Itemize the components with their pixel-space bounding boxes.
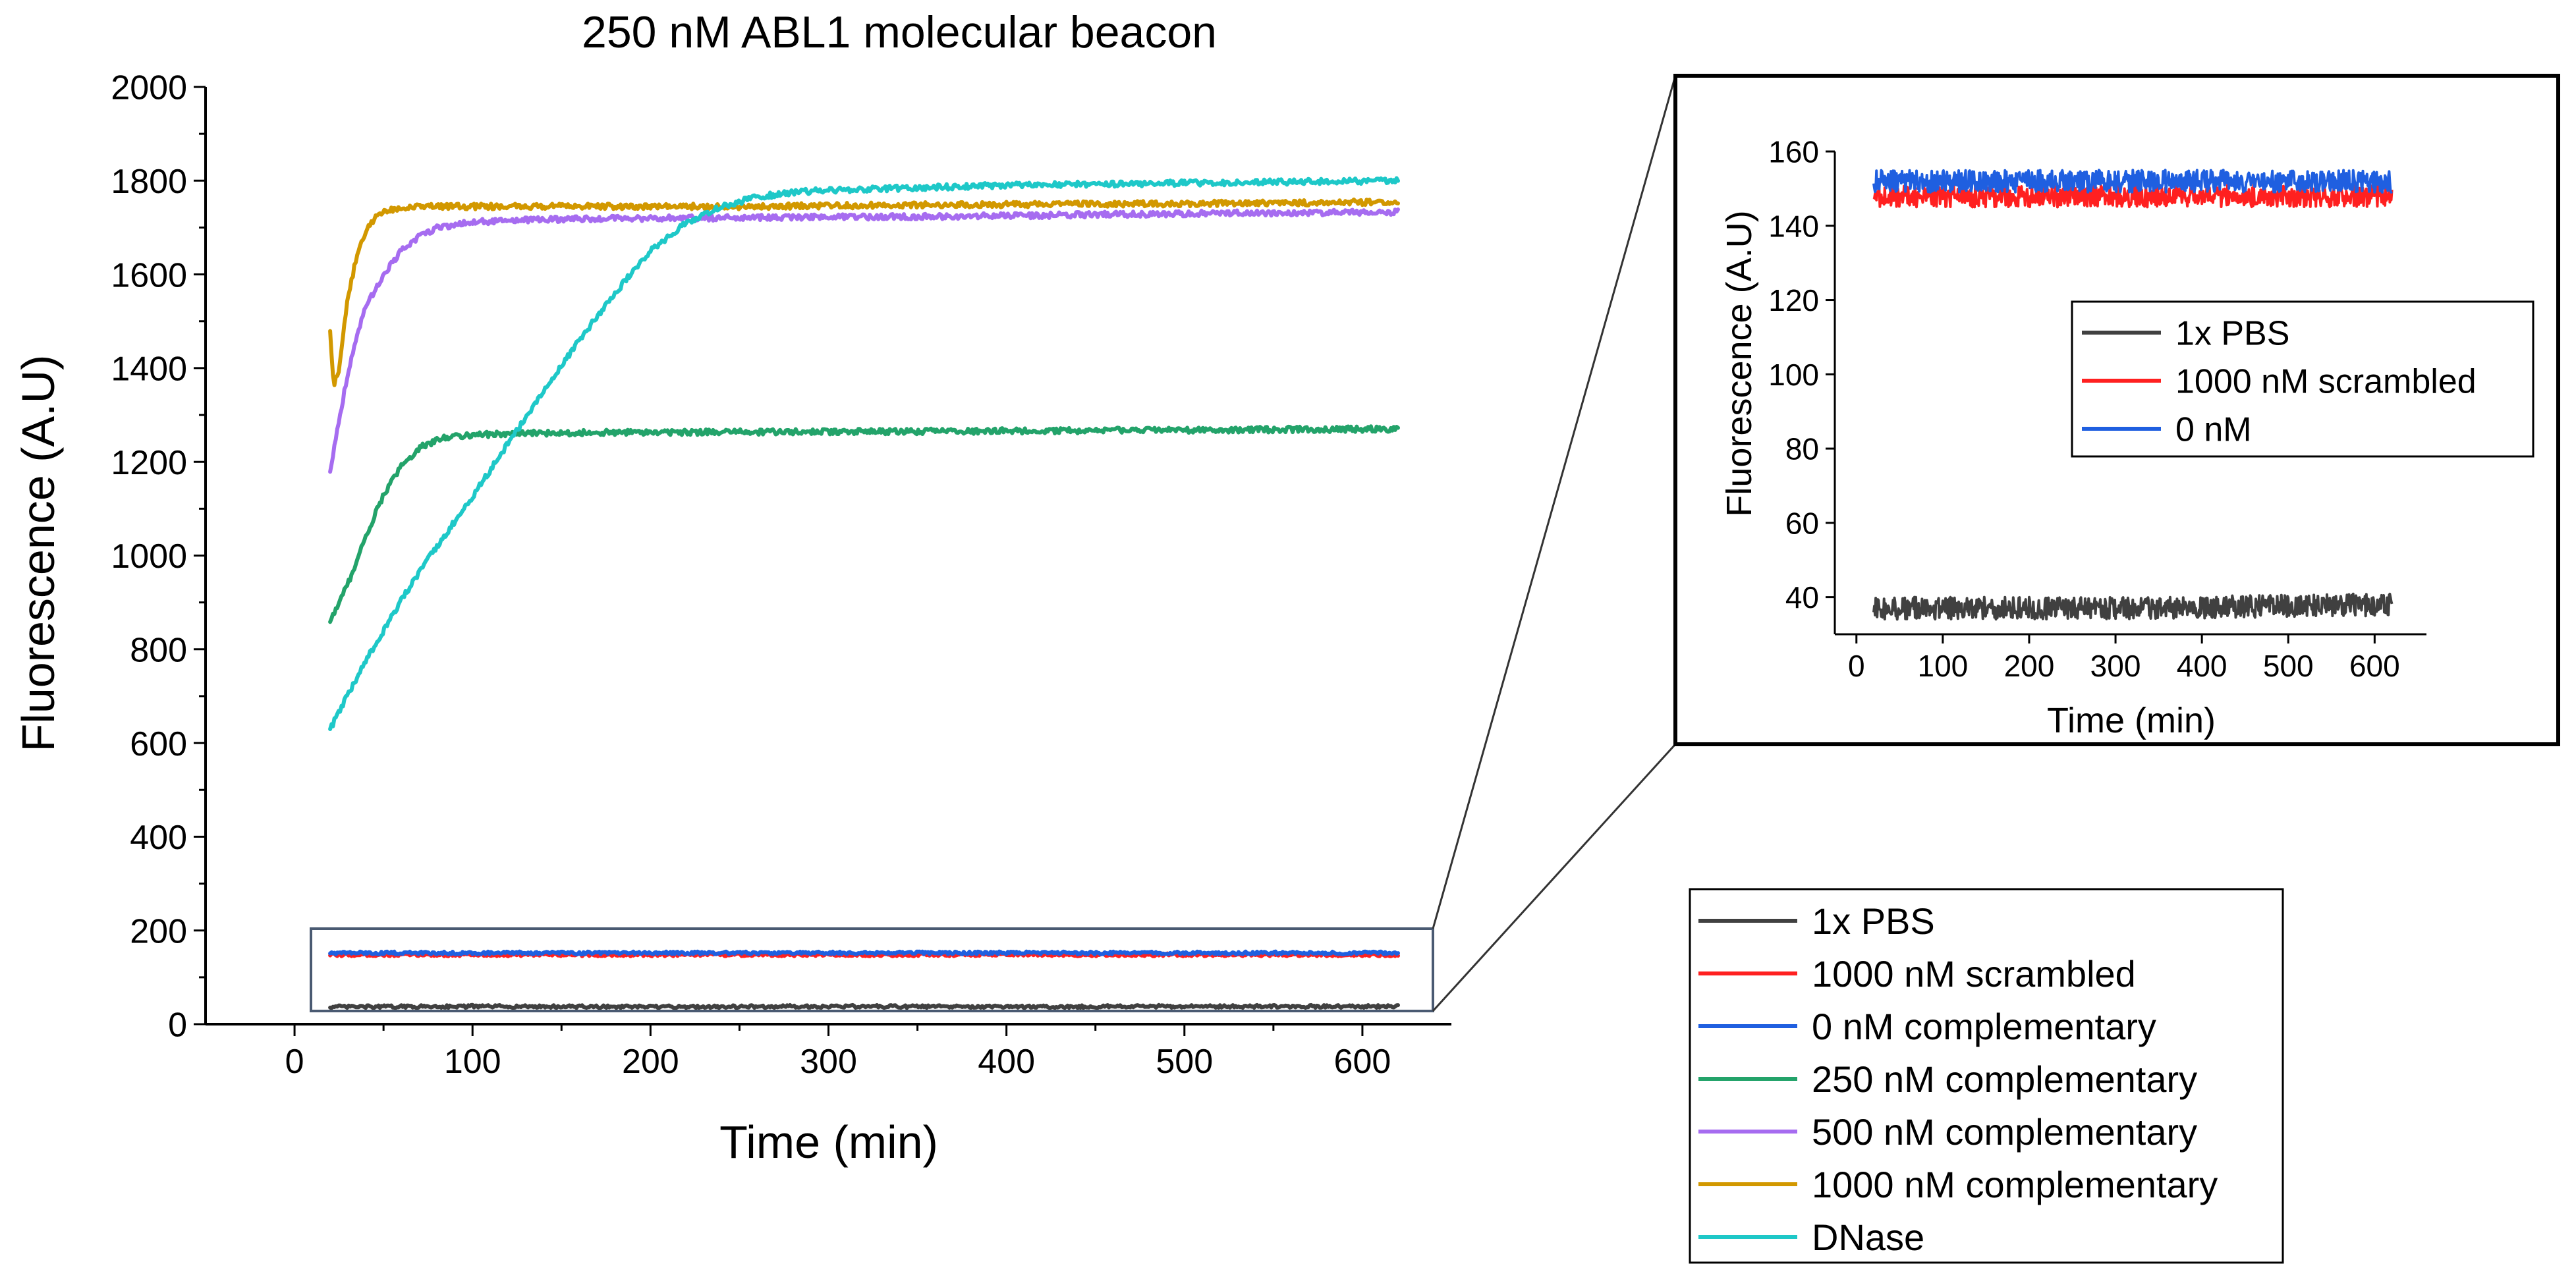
y-tick-label: 160 <box>1768 135 1819 169</box>
series-line-500-nm-complementary <box>328 207 1400 474</box>
inset-y-ticks: 40 60 80 100 120 140 160 <box>1768 135 1835 615</box>
legend-label-1000-nm-complementary: 1000 nM complementary <box>1812 1164 2218 1205</box>
series-line-1000-nm-complementary <box>328 197 1400 387</box>
series-line-0-nm-complementary <box>328 949 1400 956</box>
inset-legend: 1x PBS 1000 nM scrambled 0 nM <box>2071 300 2534 458</box>
y-tick-label: 100 <box>1768 358 1819 392</box>
x-tick-label: 0 <box>285 1043 304 1081</box>
x-tick-label: 200 <box>2004 649 2055 683</box>
x-tick-label: 500 <box>1156 1043 1213 1081</box>
main-legend-box <box>1689 888 2284 1264</box>
x-tick-label: 200 <box>622 1043 679 1081</box>
main-x-ticks: 0 100 200 300 400 500 600 <box>285 1024 1391 1081</box>
zoom-connector-top <box>1432 75 1677 929</box>
y-tick-label: 1800 <box>111 163 187 201</box>
inset-x-ticks: 0 100 200 300 400 500 600 <box>1848 634 2400 683</box>
main-series-group <box>328 176 1400 1010</box>
y-tick-label: 200 <box>130 912 187 950</box>
y-tick-label: 1000 <box>111 537 187 576</box>
legend-label-250-nm-complementary: 250 nM complementary <box>1812 1058 2197 1100</box>
series-line-dnase <box>328 176 1400 731</box>
x-tick-label: 300 <box>800 1043 857 1081</box>
legend-label-1x-pbs: 1x PBS <box>2175 315 2289 353</box>
y-tick-label: 140 <box>1768 209 1819 243</box>
main-title: 250 nM ABL1 molecular beacon <box>582 7 1217 57</box>
inset-ylabel: Fluorescence (A.U) <box>1720 210 1759 516</box>
y-tick-label: 120 <box>1768 283 1819 317</box>
y-tick-label: 400 <box>130 819 187 857</box>
y-tick-label: 40 <box>1785 580 1819 615</box>
series-line-1x-pbs <box>1872 592 2394 621</box>
legend-label-1000-nm-scrambled: 1000 nM scrambled <box>2175 363 2477 401</box>
y-tick-label: 60 <box>1785 506 1819 540</box>
x-tick-label: 600 <box>1334 1043 1391 1081</box>
y-tick-label: 1400 <box>111 350 187 389</box>
y-tick-label: 0 <box>168 1006 187 1045</box>
y-tick-label: 600 <box>130 725 187 763</box>
zoom-connector-bottom <box>1432 743 1677 1012</box>
y-tick-label: 800 <box>130 632 187 670</box>
x-tick-label: 300 <box>2090 649 2141 683</box>
x-tick-label: 400 <box>978 1043 1035 1081</box>
main-chart: 250 nM ABL1 molecular beacon Fluorescenc… <box>13 7 1451 1168</box>
y-tick-label: 1200 <box>111 444 187 482</box>
legend-label-500-nm-complementary: 500 nM complementary <box>1812 1111 2197 1153</box>
legend-label-dnase: DNase <box>1812 1217 1924 1258</box>
x-tick-label: 100 <box>1917 649 1968 683</box>
y-tick-label: 2000 <box>111 69 187 107</box>
inset-series-group <box>1872 169 2394 621</box>
legend-label-1000-nm-scrambled: 1000 nM scrambled <box>1812 953 2136 995</box>
legend-label-1x-pbs: 1x PBS <box>1812 900 1935 942</box>
inset-xlabel: Time (min) <box>2047 701 2216 740</box>
legend-label-0-nm-complementary: 0 nM complementary <box>1812 1006 2156 1047</box>
x-tick-label: 400 <box>2177 649 2227 683</box>
x-tick-label: 500 <box>2263 649 2314 683</box>
main-y-ticks: 0 200 400 600 800 1000 1200 1400 1600 1800 2000 <box>111 69 206 1045</box>
y-tick-label: 1600 <box>111 256 187 294</box>
main-legend: 1x PBS 1000 nM scrambled 0 nM complementar… <box>1689 888 2284 1264</box>
x-tick-label: 0 <box>1848 649 1865 683</box>
y-tick-label: 80 <box>1785 432 1819 466</box>
legend-label-0-nm: 0 nM <box>2175 411 2252 449</box>
inset-chart: Fluorescence (A.U) Time (min) 0 100 200 300… <box>1673 74 2560 746</box>
x-tick-label: 100 <box>444 1043 501 1081</box>
series-line-250-nm-complementary <box>328 424 1400 624</box>
series-line-0-nm <box>1872 169 2394 194</box>
zoom-region-box <box>310 927 1434 1012</box>
x-tick-label: 600 <box>2349 649 2400 683</box>
main-xlabel: Time (min) <box>719 1116 938 1168</box>
main-ylabel: Fluorescence (A.U) <box>13 355 64 752</box>
series-line-1x-pbs <box>328 1002 1400 1010</box>
